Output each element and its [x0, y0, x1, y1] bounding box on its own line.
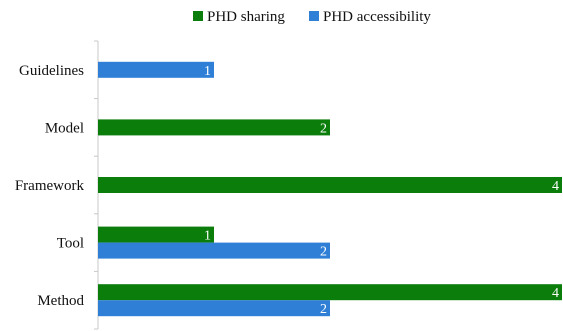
- category-label-model: Model: [45, 120, 84, 136]
- legend-label-phd-sharing: PHD sharing: [207, 9, 285, 25]
- bars: [98, 61, 562, 317]
- data-label-phd-accessibility-tool: 2: [320, 245, 327, 260]
- data-label-phd-accessibility-method: 2: [320, 302, 327, 317]
- legend: PHD sharing PHD accessibility: [193, 9, 431, 25]
- data-label-phd-sharing-method: 4: [552, 286, 559, 301]
- bar-phd-sharing-method: [98, 284, 562, 301]
- bar-phd-accessibility-method: [98, 300, 330, 317]
- data-label-phd-sharing-model: 2: [320, 121, 327, 136]
- legend-swatch-phd-sharing: [193, 11, 203, 21]
- legend-swatch-phd-accessibility: [309, 11, 319, 21]
- category-label-tool: Tool: [57, 236, 84, 252]
- category-label-method: Method: [37, 293, 84, 309]
- bar-phd-accessibility-guidelines: [98, 61, 214, 78]
- bar-phd-sharing-tool: [98, 226, 214, 243]
- legend-label-phd-accessibility: PHD accessibility: [323, 9, 431, 25]
- data-label-phd-accessibility-guidelines: 1: [204, 64, 211, 79]
- bar-phd-sharing-framework: [98, 177, 562, 193]
- data-labels: 1 2 4 1 2 4 2: [204, 64, 559, 317]
- category-axis: [94, 40, 99, 330]
- bar-phd-accessibility-tool: [98, 242, 330, 259]
- category-label-guidelines: Guidelines: [19, 63, 84, 79]
- bar-phd-sharing-model: [98, 119, 330, 136]
- category-label-framework: Framework: [15, 178, 85, 194]
- category-labels: Guidelines Model Framework Tool Method: [15, 63, 85, 309]
- data-label-phd-sharing-tool: 1: [204, 229, 211, 244]
- data-label-phd-sharing-framework: 4: [552, 179, 559, 194]
